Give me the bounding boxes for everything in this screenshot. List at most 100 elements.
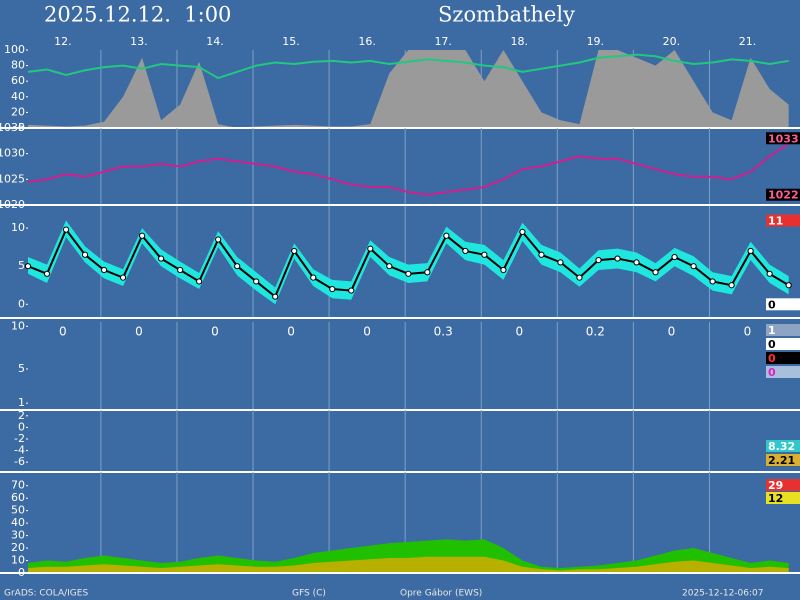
y-tick-label: 60 bbox=[11, 74, 25, 87]
point bbox=[177, 266, 184, 274]
daily-total: 0.3 bbox=[434, 325, 453, 339]
day-label: 21. bbox=[739, 35, 757, 48]
badge-box bbox=[766, 188, 800, 201]
badge: 1022 bbox=[768, 189, 799, 202]
badge: 0 bbox=[768, 298, 776, 311]
point bbox=[24, 263, 32, 270]
y-tick-label: 0 bbox=[18, 297, 25, 310]
badge: 8.32 bbox=[768, 440, 795, 453]
point bbox=[747, 247, 754, 255]
badge-box bbox=[766, 132, 800, 145]
y-tick-label: 80 bbox=[11, 59, 25, 72]
point bbox=[557, 259, 564, 266]
point bbox=[538, 251, 545, 258]
point bbox=[671, 253, 678, 261]
point bbox=[291, 247, 298, 255]
y-tick-label: 100 bbox=[4, 43, 25, 56]
y-tick-label: 60 bbox=[11, 491, 25, 504]
y-tick-label: 5 bbox=[18, 259, 25, 272]
day-label: 12. bbox=[54, 35, 72, 48]
y-tick-label: 20 bbox=[11, 541, 25, 554]
badge-box bbox=[766, 338, 800, 350]
day-label: 17. bbox=[434, 35, 452, 48]
badge: 1033 bbox=[768, 132, 799, 145]
point bbox=[766, 270, 773, 277]
point bbox=[310, 274, 317, 281]
day-label: 14. bbox=[206, 35, 224, 48]
panel: 0 5 10 11 0 bbox=[0, 206, 800, 319]
badge-box bbox=[766, 454, 800, 466]
badge: 0 bbox=[768, 366, 776, 379]
point bbox=[614, 255, 621, 262]
badge-box bbox=[766, 214, 800, 227]
y-tick-label: -2 bbox=[14, 432, 25, 445]
day-label: 15. bbox=[282, 35, 300, 48]
day-label: 18. bbox=[511, 35, 529, 48]
daily-total: 0 bbox=[287, 325, 295, 339]
point bbox=[633, 259, 640, 266]
footer-time: 2025-12-12-06:07 bbox=[682, 589, 764, 599]
daily-total: 0 bbox=[363, 325, 371, 339]
y-tick-label: 1030 bbox=[0, 147, 25, 160]
y-tick-label: 70 bbox=[11, 479, 25, 492]
y-tick-label: 40 bbox=[11, 90, 25, 103]
badge: 2.21 bbox=[768, 454, 795, 467]
line bbox=[27, 53, 789, 80]
badge-box bbox=[766, 366, 800, 378]
panel: 0102030405060702912 bbox=[0, 472, 800, 579]
point bbox=[576, 274, 583, 281]
point bbox=[709, 278, 716, 285]
point bbox=[272, 293, 279, 300]
badge-box bbox=[766, 324, 800, 336]
point bbox=[348, 287, 355, 294]
point bbox=[462, 247, 469, 255]
point bbox=[234, 263, 241, 270]
point bbox=[43, 270, 51, 277]
point bbox=[329, 285, 336, 293]
point bbox=[652, 269, 659, 276]
y-tick-label: 50 bbox=[11, 504, 25, 517]
daily-total: 0 bbox=[59, 325, 67, 339]
footer-model: GFS (C) bbox=[292, 589, 326, 599]
day-label: 13. bbox=[130, 35, 148, 48]
point bbox=[81, 251, 89, 258]
badge-box bbox=[766, 479, 800, 491]
line bbox=[27, 142, 790, 196]
point bbox=[500, 266, 507, 274]
daily-total: 0 bbox=[135, 325, 143, 339]
area bbox=[28, 50, 789, 128]
y-tick-label: 30 bbox=[11, 529, 25, 542]
y-tick-label: 5 bbox=[18, 362, 25, 375]
run-date: 2025.12.12. 1:00 bbox=[44, 3, 231, 27]
day-label: 16. bbox=[358, 35, 376, 48]
point bbox=[481, 251, 488, 258]
daily-total: 0 bbox=[515, 325, 523, 339]
point bbox=[690, 263, 697, 270]
area bbox=[28, 556, 789, 573]
y-tick-label: 1025 bbox=[0, 172, 25, 185]
point bbox=[443, 232, 450, 239]
y-tick-label: 10 bbox=[11, 319, 25, 332]
point bbox=[62, 226, 70, 233]
y-tick-label: 0 bbox=[18, 420, 25, 433]
panel: 20-2-4-6 8.322.21 bbox=[0, 409, 800, 473]
y-tick-label: -6 bbox=[14, 455, 25, 468]
badge: 0 bbox=[768, 352, 776, 365]
y-tick-label: 20 bbox=[11, 105, 25, 118]
daily-total: 0 bbox=[744, 325, 752, 339]
badge: 29 bbox=[768, 479, 783, 492]
badge: 12 bbox=[768, 492, 783, 505]
panel: 020406080100 bbox=[0, 43, 800, 134]
point bbox=[367, 245, 374, 252]
y-tick-label: 10 bbox=[11, 221, 25, 234]
day-label: 19. bbox=[587, 35, 605, 48]
badge: 0 bbox=[768, 338, 776, 351]
point bbox=[424, 269, 431, 276]
y-tick-label: 1035 bbox=[0, 121, 25, 134]
badge: 11 bbox=[768, 214, 783, 227]
y-tick-label: 2 bbox=[18, 409, 25, 422]
daily-total: 0 bbox=[211, 325, 219, 339]
